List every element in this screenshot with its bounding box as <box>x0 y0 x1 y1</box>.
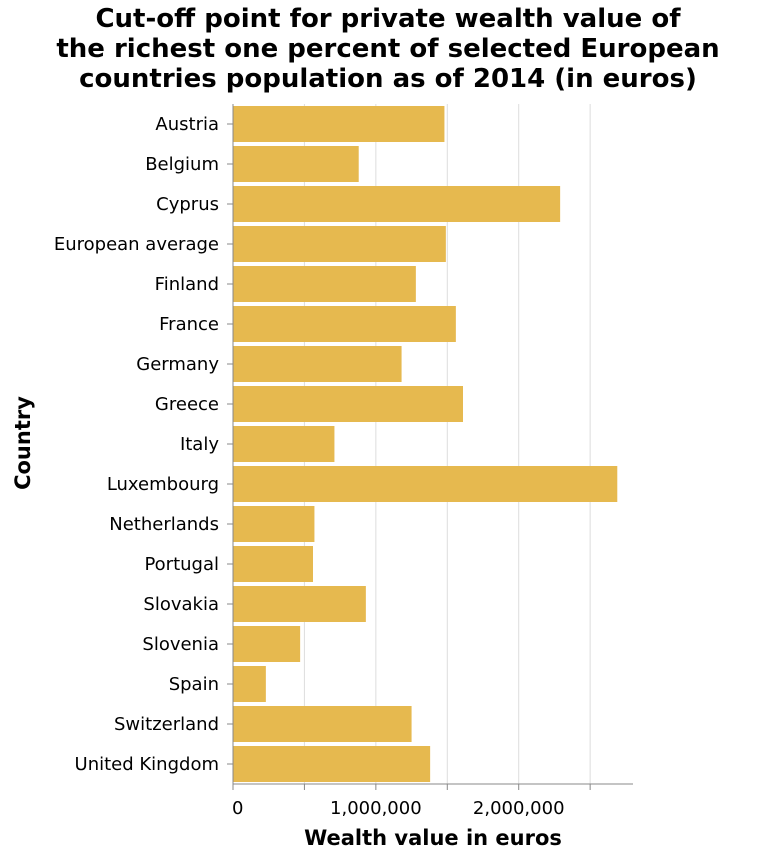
y-tick-label: European average <box>54 234 219 255</box>
bar-cyprus <box>233 186 561 222</box>
bar-greece <box>233 386 463 422</box>
bar-austria <box>233 106 445 142</box>
axes: Austria Belgium Cyprus European average Finl… <box>54 104 633 819</box>
y-tick-label: Belgium <box>145 154 219 175</box>
bar-slovakia <box>233 586 366 622</box>
bars <box>233 106 618 782</box>
y-tick-label: United Kingdom <box>75 754 219 775</box>
bar-france <box>233 306 456 342</box>
bar-spain <box>233 666 266 702</box>
bar-united-kingdom <box>233 746 431 782</box>
x-axis-title: Wealth value in euros <box>304 826 562 850</box>
bar-slovenia <box>233 626 301 662</box>
y-tick-label: Portugal <box>144 554 219 575</box>
bar-switzerland <box>233 706 412 742</box>
bar-netherlands <box>233 506 315 542</box>
y-tick-label: Luxembourg <box>107 474 219 495</box>
y-tick-label: Spain <box>169 674 219 695</box>
y-tick-label: Greece <box>155 394 219 415</box>
y-tick-label: Finland <box>155 274 219 295</box>
bar-italy <box>233 426 335 462</box>
chart-title-line-3: countries population as of 2014 (in euro… <box>79 64 697 94</box>
bar-belgium <box>233 146 359 182</box>
chart-title-line-2: the richest one percent of selected Euro… <box>56 34 720 64</box>
bar-germany <box>233 346 402 382</box>
y-tick-label: Netherlands <box>109 514 219 535</box>
y-tick-label: Germany <box>136 354 219 375</box>
y-axis-title: Country <box>11 396 35 490</box>
chart-title: Cut-off point for private wealth value o… <box>0 4 776 94</box>
bar-finland <box>233 266 416 302</box>
x-tick-label: 1,000,000 <box>330 798 422 819</box>
x-tick-label: 0 <box>232 798 243 819</box>
y-tick-label: Switzerland <box>114 714 219 735</box>
chart-title-line-1: Cut-off point for private wealth value o… <box>95 4 681 34</box>
y-tick-label: Slovakia <box>143 594 219 615</box>
bar-portugal <box>233 546 313 582</box>
y-tick-label: France <box>159 314 219 335</box>
y-tick-label: Austria <box>155 114 219 135</box>
x-tick-label: 2,000,000 <box>473 798 565 819</box>
y-tick-label: Slovenia <box>142 634 219 655</box>
bar-luxembourg <box>233 466 618 502</box>
y-tick-label: Italy <box>180 434 219 455</box>
y-tick-label: Cyprus <box>156 194 219 215</box>
bar-european-average <box>233 226 446 262</box>
